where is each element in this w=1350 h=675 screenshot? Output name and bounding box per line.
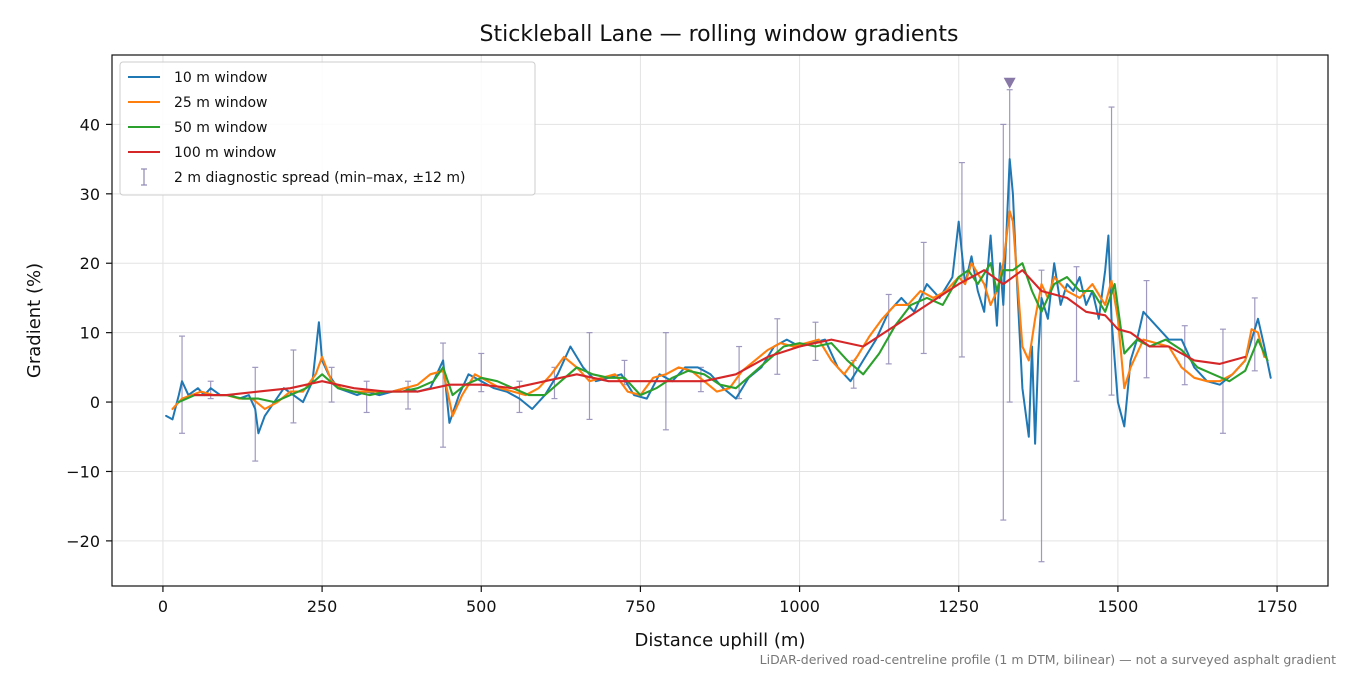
- series-line-100-m-window: [193, 269, 1247, 397]
- x-tick-label: 1250: [938, 597, 979, 616]
- y-tick-label: 10: [80, 324, 100, 343]
- series-lines: [165, 158, 1272, 445]
- plot-frame: [111, 54, 1329, 587]
- x-axis-label: Distance uphill (m): [635, 630, 806, 651]
- legend-label: 10 m window: [174, 70, 267, 86]
- error-bar: [405, 380, 412, 410]
- x-tick-label: 1500: [1098, 597, 1139, 616]
- x-tick-label: 250: [307, 597, 338, 616]
- error-bar: [1006, 89, 1013, 403]
- error-bar: [920, 241, 927, 355]
- y-axis-ticks: −20 −10 0 10 20 30 40: [66, 115, 112, 551]
- series-line-50-m-window: [177, 262, 1269, 404]
- footnote: LiDAR-derived road-centreline profile (1…: [760, 652, 1336, 667]
- error-bar: [440, 342, 447, 448]
- series-line-10-m-window: [165, 158, 1272, 445]
- x-tick-label: 1750: [1257, 597, 1298, 616]
- y-tick-label: 30: [80, 185, 100, 204]
- y-tick-label: −20: [66, 532, 100, 551]
- error-bar: [1143, 279, 1150, 379]
- error-bar: [1251, 297, 1258, 372]
- legend-label: 25 m window: [174, 95, 267, 111]
- error-bar: [328, 366, 335, 403]
- y-tick-label: 0: [90, 393, 100, 412]
- error-bar: [1000, 123, 1007, 521]
- x-tick-label: 1000: [779, 597, 820, 616]
- y-tick-label: 20: [80, 254, 100, 273]
- x-tick-label: 500: [466, 597, 497, 616]
- legend-label: 50 m window: [174, 120, 267, 136]
- series-line-25-m-window: [171, 210, 1266, 417]
- x-tick-label: 750: [625, 597, 656, 616]
- legend-label: 2 m diagnostic spread (min–max, ±12 m): [174, 170, 465, 186]
- error-bar: [1108, 106, 1115, 396]
- peak-marker: [1003, 77, 1016, 89]
- legend-label: 100 m window: [174, 145, 276, 161]
- y-tick-label: 40: [80, 115, 100, 134]
- peak-marker-triangle: [1003, 77, 1016, 89]
- chart-title: Stickleball Lane — rolling window gradie…: [480, 22, 959, 47]
- error-bar: [363, 380, 370, 414]
- legend: 10 m window 25 m window 50 m window 100 m w…: [119, 61, 536, 196]
- error-bar: [1038, 269, 1045, 563]
- x-axis-ticks: 0 250 500 750 1000 1250 1500 1750: [158, 586, 1298, 616]
- y-axis-label: Gradient (%): [24, 263, 45, 378]
- legend-box: [119, 61, 536, 196]
- y-tick-label: −10: [66, 462, 100, 481]
- x-tick-label: 0: [158, 597, 168, 616]
- error-bar: [774, 318, 781, 375]
